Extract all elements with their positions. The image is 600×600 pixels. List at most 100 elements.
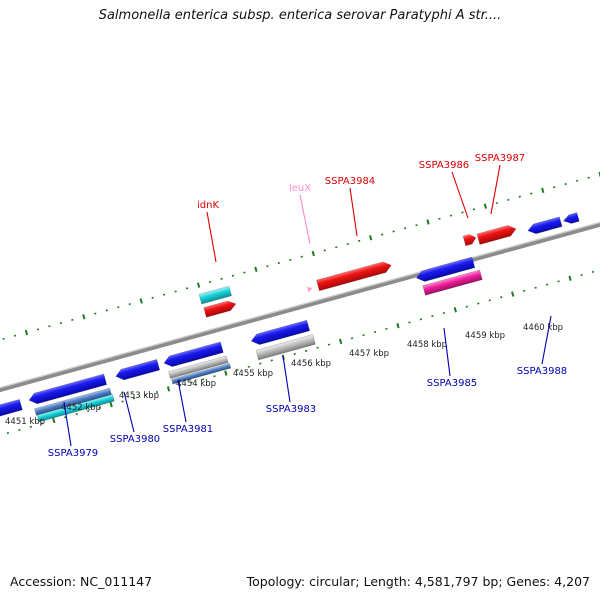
gene-label[interactable]: SSPA3985 <box>427 378 477 389</box>
leader-line <box>282 355 291 403</box>
accession-text: Accession: NC_011147 <box>10 574 153 589</box>
major-tick <box>453 307 457 313</box>
minor-tick <box>121 400 124 403</box>
gene-box-sspa3981-steel <box>171 362 232 385</box>
gene-box-sspa3981-gray <box>168 355 229 379</box>
gene-label[interactable]: SSPA3980 <box>110 434 160 445</box>
major-tick <box>426 219 430 225</box>
minor-tick <box>151 296 154 299</box>
gene-label[interactable]: idnK <box>197 200 219 211</box>
major-tick <box>541 187 545 194</box>
minor-tick <box>259 362 262 365</box>
minor-tick <box>449 214 453 217</box>
minor-tick <box>300 255 303 258</box>
minor-tick <box>59 322 63 325</box>
minor-tick <box>155 390 159 394</box>
gene-label[interactable]: SSPA3979 <box>48 448 98 459</box>
minor-tick <box>117 306 120 309</box>
minor-tick <box>408 321 411 324</box>
minor-tick <box>373 330 377 334</box>
gene-arrow-leux <box>306 286 313 293</box>
leader-line <box>541 315 552 365</box>
tick-label: 4459 kbp <box>465 331 505 341</box>
tick-label: 4460 kbp <box>523 323 563 333</box>
minor-tick <box>385 327 388 330</box>
leader-line <box>451 171 469 219</box>
leader-line <box>349 187 358 237</box>
minor-tick <box>530 192 533 195</box>
minor-tick <box>500 296 503 299</box>
gene-label[interactable]: SSPA3981 <box>163 424 213 435</box>
minor-tick <box>545 283 549 286</box>
minor-tick <box>75 413 78 416</box>
minor-tick <box>431 315 434 318</box>
gene-label[interactable]: leuX <box>289 183 311 194</box>
minor-tick <box>185 287 189 290</box>
minor-tick <box>323 249 326 252</box>
minor-tick <box>419 318 423 321</box>
gene-arrow-sspa3984 <box>316 261 392 292</box>
minor-tick <box>392 230 395 233</box>
major-tick <box>196 282 201 288</box>
tick-label: 4457 kbp <box>349 349 389 359</box>
major-tick <box>568 275 572 281</box>
gene-arrow-sspa3980 <box>115 359 161 381</box>
gene-label[interactable]: SSPA3983 <box>266 404 316 415</box>
major-tick <box>166 386 171 392</box>
leader-line <box>177 379 187 423</box>
gene-arrow-sspa3987 <box>476 225 517 245</box>
major-tick <box>511 291 515 297</box>
tick-label: 4453 kbp <box>119 391 159 401</box>
minor-tick <box>132 397 136 400</box>
gene-arrow-sspa3986 <box>462 234 477 247</box>
minor-tick <box>293 353 296 356</box>
leader-line <box>490 164 501 215</box>
minor-tick <box>488 299 491 302</box>
gene-arrow-far-left <box>0 398 23 418</box>
minor-tick <box>266 265 269 268</box>
gene-label[interactable]: SSPA3987 <box>475 153 525 164</box>
label-leader-lines <box>63 164 552 447</box>
minor-tick <box>495 201 499 205</box>
minor-tick <box>71 318 74 321</box>
major-tick <box>52 417 56 424</box>
gene-label[interactable]: SSPA3988 <box>517 366 567 377</box>
minor-tick <box>128 303 131 306</box>
gene-box-sspa3985-magenta <box>422 269 483 296</box>
tick-label: 4451 kbp <box>5 417 45 427</box>
minor-tick <box>346 243 349 246</box>
major-tick <box>24 329 29 336</box>
gene-arrow-idnk <box>203 300 237 318</box>
minor-tick <box>350 337 354 340</box>
minor-tick <box>461 211 464 214</box>
minor-tick <box>477 302 480 305</box>
minor-tick <box>518 195 521 198</box>
leader-line <box>123 391 135 433</box>
minor-tick <box>534 286 537 289</box>
minor-tick <box>13 334 17 337</box>
minor-tick <box>29 425 33 428</box>
minor-tick <box>48 325 51 328</box>
minor-tick <box>442 311 446 315</box>
minor-tick <box>2 337 5 340</box>
map-frame <box>0 171 600 435</box>
gene-label[interactable]: SSPA3984 <box>325 176 375 187</box>
minor-tick <box>575 179 579 182</box>
gene-arrow-sspa3988-left <box>527 216 563 235</box>
minor-tick <box>316 346 319 349</box>
major-tick <box>483 203 488 209</box>
upper-tick-track <box>2 171 600 340</box>
topology-text: Topology: circular; Length: 4,581,797 bp… <box>246 574 590 589</box>
minor-tick <box>380 233 384 236</box>
minor-tick <box>507 198 510 201</box>
major-tick <box>369 235 373 241</box>
minor-tick <box>36 328 40 331</box>
minor-tick <box>587 176 590 179</box>
major-tick <box>224 370 228 376</box>
minor-tick <box>522 289 526 292</box>
gene-label[interactable]: SSPA3986 <box>419 160 469 171</box>
minor-tick <box>220 277 223 280</box>
minor-tick <box>174 290 177 293</box>
major-tick <box>338 338 343 345</box>
gene-box-idnk-cyan <box>198 285 232 305</box>
